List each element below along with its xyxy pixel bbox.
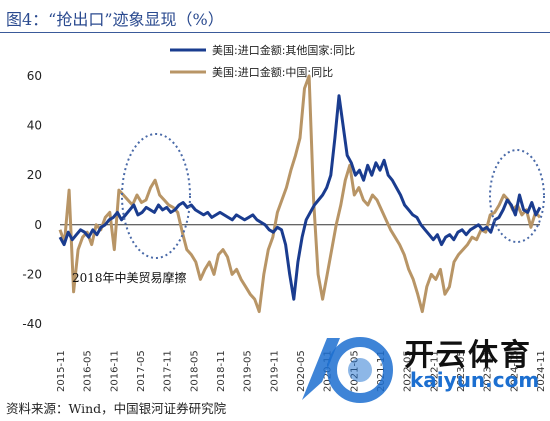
highlight-ellipse-2018 <box>121 133 191 259</box>
y-tick-label: 0 <box>34 218 42 232</box>
y-tick-label: 60 <box>27 69 42 83</box>
legend-label-series-1: 美国:进口金额:其他国家:同比 <box>212 43 355 57</box>
x-tick-label: 2018-11 <box>216 350 227 392</box>
watermark-logo-icon <box>302 337 393 403</box>
source-note: 资料来源：Wind，中国银河证券研究院 <box>6 401 227 416</box>
x-tick-label: 2022-05 <box>403 350 414 392</box>
highlight-ellipse-2024 <box>489 149 545 243</box>
watermark-text-en: kaiyun.com <box>410 368 540 392</box>
x-tick-label: 2018-05 <box>189 350 200 392</box>
x-tick-label: 2019-11 <box>269 350 280 392</box>
legend-label-series-2: 美国:进口金额:中国:同比 <box>212 65 333 79</box>
series-line-other-countries <box>58 94 542 301</box>
legend: 美国:进口金额:其他国家:同比 美国:进口金额:中国:同比 <box>170 43 355 79</box>
x-tick-label: 2017-05 <box>136 350 147 392</box>
x-tick-label: 2016-05 <box>83 350 94 392</box>
x-tick-label: 2020-05 <box>296 350 307 392</box>
x-tick-label: 2016-11 <box>109 350 120 392</box>
x-tick-label: 2024-05 <box>509 350 520 392</box>
y-axis: -40 -20 0 20 40 60 <box>22 69 42 331</box>
x-tick-label: 2023-11 <box>483 350 494 392</box>
title-rule <box>0 32 550 33</box>
watermark-text-cn: 开云体育 <box>404 338 532 373</box>
watermark: 开云体育 kaiyun.com <box>292 330 542 410</box>
x-tick-label: 2022-11 <box>429 350 440 392</box>
y-tick-label: -20 <box>22 267 42 281</box>
y-tick-label: 40 <box>27 119 42 133</box>
x-tick-label: 2017-11 <box>163 350 174 392</box>
x-tick-label: 2023-05 <box>456 350 467 392</box>
y-tick-label: 20 <box>27 168 42 182</box>
chart-title: 图4：“抢出口”迹象显现（%） <box>6 10 224 29</box>
x-tick-label: 2015-11 <box>56 350 67 392</box>
annotation-trade-friction: 2018年中美贸易摩擦 <box>72 270 187 285</box>
y-tick-label: -40 <box>22 317 42 331</box>
x-tick-label: 2019-05 <box>243 350 254 392</box>
series-line-china <box>58 74 542 314</box>
x-tick-label: 2021-11 <box>376 350 387 392</box>
x-tick-label: 2024-11 <box>536 350 547 392</box>
